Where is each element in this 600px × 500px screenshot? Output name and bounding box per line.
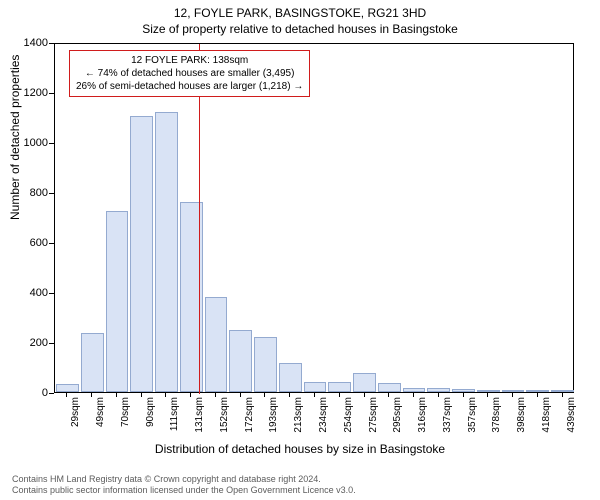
histogram-bar — [353, 373, 376, 393]
x-tick-mark — [141, 392, 142, 397]
y-tick-label: 0 — [12, 387, 48, 399]
x-tick-label: 90sqm — [145, 397, 156, 427]
x-tick-label: 234sqm — [318, 397, 329, 433]
x-tick-label: 70sqm — [120, 397, 131, 427]
y-tick-mark — [49, 143, 54, 144]
x-tick-label: 357sqm — [467, 397, 478, 433]
histogram-bar — [130, 116, 153, 392]
x-tick-label: 49sqm — [95, 397, 106, 427]
y-tick-mark — [49, 293, 54, 294]
plot-area: 12 FOYLE PARK: 138sqm← 74% of detached h… — [54, 43, 574, 393]
x-tick-label: 337sqm — [442, 397, 453, 433]
x-tick-mark — [116, 392, 117, 397]
histogram-bar — [304, 382, 327, 392]
x-tick-mark — [240, 392, 241, 397]
y-tick-mark — [49, 93, 54, 94]
annotation-box: 12 FOYLE PARK: 138sqm← 74% of detached h… — [69, 50, 310, 97]
x-tick-label: 193sqm — [268, 397, 279, 433]
x-tick-label: 275sqm — [368, 397, 379, 433]
histogram-bar — [254, 337, 277, 392]
y-tick-mark — [49, 193, 54, 194]
x-tick-mark — [487, 392, 488, 397]
histogram-bar — [205, 297, 228, 392]
histogram-bar — [81, 333, 104, 392]
x-tick-label: 295sqm — [392, 397, 403, 433]
histogram-bar — [56, 384, 79, 392]
x-tick-mark — [339, 392, 340, 397]
y-tick-mark — [49, 343, 54, 344]
x-tick-mark — [314, 392, 315, 397]
x-tick-mark — [165, 392, 166, 397]
x-tick-label: 111sqm — [169, 397, 180, 431]
y-tick-label: 1400 — [12, 37, 48, 49]
histogram-bar — [106, 211, 129, 392]
y-tick-mark — [49, 243, 54, 244]
footer-line-1: Contains HM Land Registry data © Crown c… — [12, 474, 356, 485]
x-tick-mark — [289, 392, 290, 397]
x-tick-label: 152sqm — [219, 397, 230, 433]
histogram-bar — [328, 382, 351, 392]
histogram-bar — [229, 330, 252, 393]
histogram-bar — [378, 383, 401, 392]
x-tick-mark — [413, 392, 414, 397]
x-tick-mark — [364, 392, 365, 397]
x-tick-label: 316sqm — [417, 397, 428, 433]
y-tick-label: 400 — [12, 287, 48, 299]
chart-container: 12 FOYLE PARK: 138sqm← 74% of detached h… — [54, 43, 574, 427]
x-tick-mark — [388, 392, 389, 397]
histogram-bar — [155, 112, 178, 392]
y-axis-label: Number of detached properties — [8, 55, 22, 220]
x-tick-mark — [66, 392, 67, 397]
y-tick-mark — [49, 43, 54, 44]
x-tick-mark — [264, 392, 265, 397]
annotation-line-3: 26% of semi-detached houses are larger (… — [76, 80, 303, 93]
x-tick-label: 254sqm — [343, 397, 354, 433]
x-tick-label: 172sqm — [244, 397, 255, 433]
x-tick-label: 131sqm — [194, 397, 205, 433]
x-tick-label: 439sqm — [566, 397, 577, 433]
histogram-bar — [279, 363, 302, 392]
y-tick-label: 200 — [12, 337, 48, 349]
x-tick-mark — [91, 392, 92, 397]
x-tick-label: 398sqm — [516, 397, 527, 433]
footer-line-2: Contains public sector information licen… — [12, 485, 356, 496]
x-tick-label: 213sqm — [293, 397, 304, 433]
x-tick-mark — [512, 392, 513, 397]
x-tick-mark — [463, 392, 464, 397]
x-tick-mark — [537, 392, 538, 397]
footer-attribution: Contains HM Land Registry data © Crown c… — [12, 474, 356, 497]
x-tick-label: 378sqm — [491, 397, 502, 433]
y-tick-mark — [49, 393, 54, 394]
chart-subtitle: Size of property relative to detached ho… — [0, 22, 600, 38]
x-tick-mark — [562, 392, 563, 397]
chart-address-title: 12, FOYLE PARK, BASINGSTOKE, RG21 3HD — [0, 6, 600, 22]
x-tick-label: 29sqm — [70, 397, 81, 427]
x-tick-label: 418sqm — [541, 397, 552, 433]
x-axis-label: Distribution of detached houses by size … — [0, 442, 600, 456]
x-tick-mark — [438, 392, 439, 397]
annotation-line-2: ← 74% of detached houses are smaller (3,… — [76, 67, 303, 80]
annotation-line-1: 12 FOYLE PARK: 138sqm — [76, 54, 303, 67]
y-tick-label: 600 — [12, 237, 48, 249]
x-tick-mark — [215, 392, 216, 397]
x-tick-mark — [190, 392, 191, 397]
